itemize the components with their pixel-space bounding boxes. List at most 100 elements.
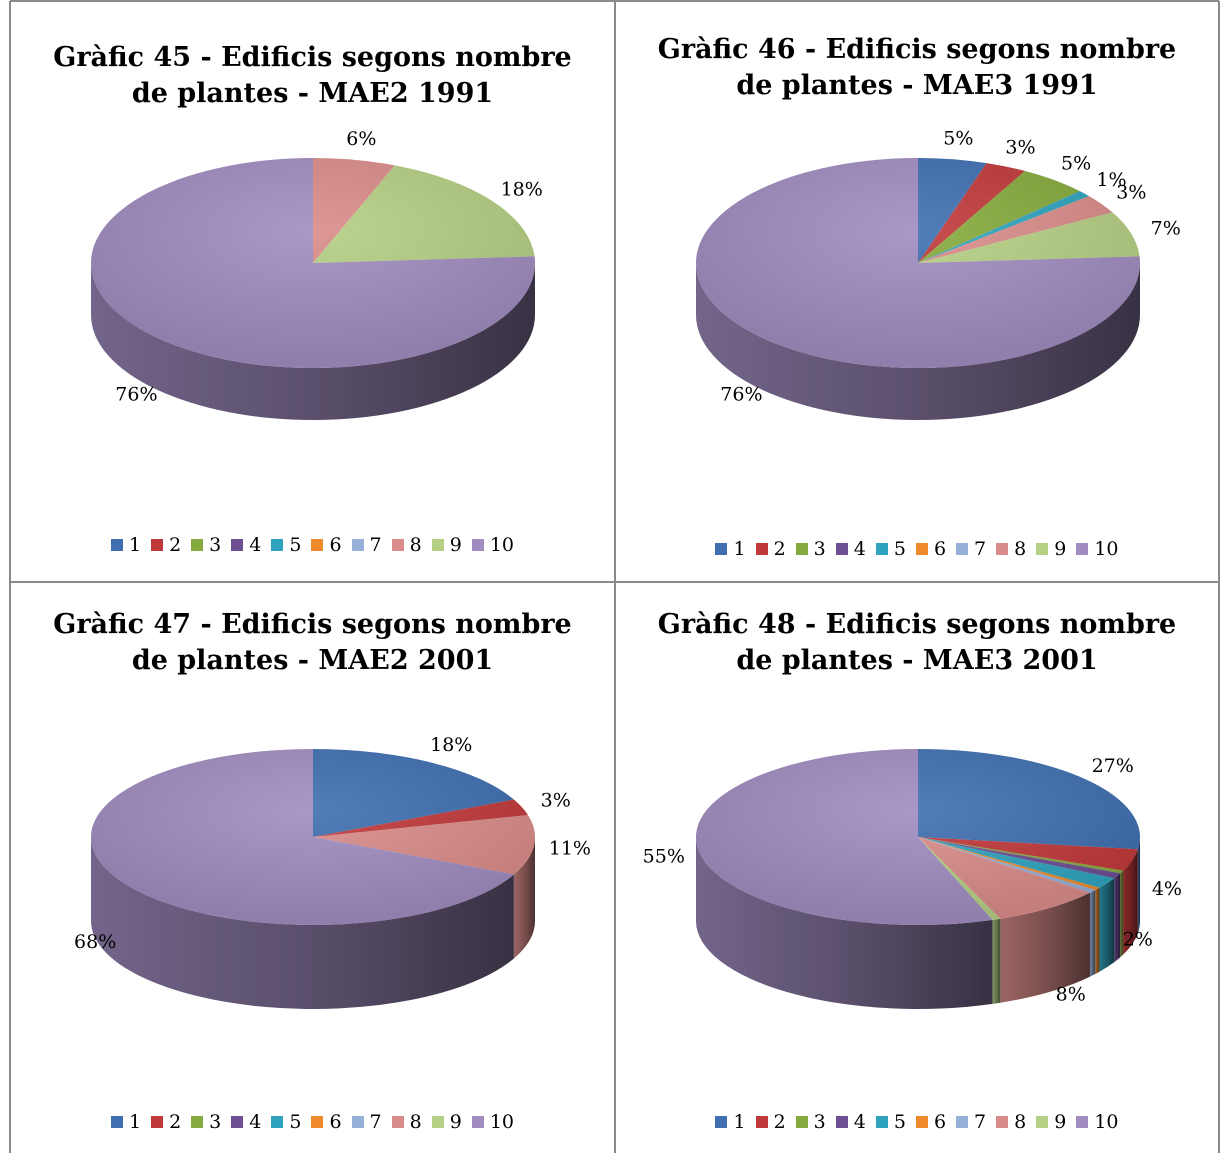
legend-swatch-6: [915, 1116, 928, 1128]
legend-label-9: 9: [449, 534, 462, 556]
pie-side-4: [1114, 873, 1121, 963]
legend-swatch-5: [875, 1116, 888, 1128]
pie-data-labels: 6% 18% 76%: [115, 128, 543, 405]
chart-title: Gràfic 46 - Edificis segons nombre de pl…: [616, 32, 1218, 104]
data-label-3: 5%: [1061, 153, 1091, 175]
legend-label-2: 2: [169, 534, 182, 556]
chart-cell-46: 5% 3% 5% 1% 3% 7% 76% Gràfic 46 - Edificis seg…: [616, 2, 1218, 581]
pie-side-10: [696, 837, 993, 1009]
chart-title-line2: de plantes - MAE3 1991: [736, 70, 1098, 101]
chart-title-line2: de plantes - MAE2 2001: [131, 645, 494, 676]
legend-swatch-5: [271, 539, 284, 551]
legend-label-5: 5: [289, 1111, 302, 1133]
chart-title-line2: de plantes - MAE2 1991: [131, 78, 494, 109]
pie-side-5: [1099, 878, 1115, 972]
chart-title: Gràfic 47 - Edificis segons nombre de pl…: [11, 607, 614, 679]
legend-swatch-2: [151, 1116, 164, 1128]
legend-item-9: 9: [431, 1111, 462, 1133]
legend-swatch-2: [755, 543, 768, 555]
pie-side-10: [696, 263, 1140, 420]
legend-item-1: 1: [110, 1111, 141, 1133]
pie-top-shading: [696, 158, 1140, 368]
chart-title: Gràfic 48 - Edificis segons nombre de pl…: [616, 607, 1218, 679]
pie-data-labels: 27% 4% 2% 8% 55%: [643, 755, 1182, 1006]
legend-label-3: 3: [813, 538, 826, 560]
legend-label-7: 7: [369, 534, 382, 556]
legend-label-6: 6: [329, 1111, 342, 1133]
legend-label-3: 3: [209, 1111, 222, 1133]
pie-side-3: [1120, 870, 1124, 958]
legend-item-1: 1: [715, 1111, 746, 1133]
legend-label-5: 5: [893, 1111, 906, 1133]
legend-swatch-10: [471, 1116, 484, 1128]
data-label-10: 68%: [74, 931, 116, 953]
legend-label-10: 10: [1094, 538, 1119, 560]
data-label-2: 4%: [1152, 878, 1182, 900]
legend-swatch-8: [391, 539, 404, 551]
legend-item-2: 2: [151, 1111, 181, 1133]
legend-item-7: 7: [351, 534, 382, 556]
legend-item-1: 1: [715, 538, 746, 560]
legend-swatch-7: [956, 1116, 969, 1128]
legend-item-8: 8: [391, 1111, 422, 1133]
data-label-9: 7%: [1151, 218, 1181, 240]
pie-chart-47: 18% 3% 11% 68%: [74, 734, 591, 1009]
legend-swatch-10: [1076, 1116, 1089, 1128]
legend-item-8: 8: [996, 538, 1026, 560]
data-label-8: 8%: [1056, 983, 1086, 1005]
legend-item-7: 7: [956, 1111, 986, 1133]
chart-cell-48: 27% 4% 2% 8% 55% Gràfic 48 - Edificis segons…: [616, 583, 1218, 1153]
legend-item-3: 3: [795, 1111, 826, 1133]
pie-side-8: [1000, 892, 1091, 1003]
chart-title-line2: de plantes - MAE3 2001: [736, 645, 1098, 676]
legend-label-8: 8: [409, 534, 422, 556]
legend-label-10: 10: [489, 1111, 515, 1133]
data-label-2: 3%: [541, 790, 571, 812]
legend-label-9: 9: [1054, 1111, 1067, 1133]
legend-item-2: 2: [755, 538, 786, 560]
pie-side-8: [513, 837, 535, 959]
data-label-5: 1%: [1096, 169, 1126, 191]
pie-data-labels: 5% 3%5%1%3%7%76%: [720, 128, 1181, 406]
pie-side-9: [992, 918, 1001, 1004]
legend-swatch-6: [915, 543, 928, 555]
data-label-10: 76%: [720, 383, 762, 405]
legend-item-5: 5: [271, 1111, 301, 1133]
pie-sides: [91, 837, 535, 1009]
legend-label-5: 5: [893, 538, 906, 560]
data-label-2: 3%: [1005, 136, 1035, 158]
legend-label-7: 7: [974, 1111, 987, 1133]
legend-item-3: 3: [795, 538, 826, 560]
legend-label-2: 2: [169, 1111, 182, 1133]
legend-label-8: 8: [1014, 538, 1027, 560]
legend-swatch-5: [875, 543, 888, 555]
legend-item-5: 5: [875, 538, 906, 560]
legend-item-2: 2: [755, 1111, 786, 1133]
pie-top-shading: [91, 158, 535, 368]
legend-swatch-3: [191, 539, 204, 551]
legend-label-7: 7: [369, 1111, 382, 1133]
legend-item-1: 1: [110, 534, 141, 556]
legend-swatch-8: [996, 543, 1009, 555]
legend-label-10: 10: [1094, 1111, 1119, 1133]
legend-swatch-2: [755, 1116, 768, 1128]
data-label-1: 18%: [430, 734, 472, 756]
legend-label-10: 10: [489, 534, 515, 556]
legend-item-7: 7: [956, 538, 986, 560]
legend-swatch-5: [271, 1116, 284, 1128]
pie-sides: [696, 263, 1140, 420]
legend-label-7: 7: [974, 538, 987, 560]
legend-swatch-4: [835, 543, 848, 555]
legend-swatch-4: [835, 1116, 848, 1128]
chart-title-line1: Gràfic 46 - Edificis segons nombre: [657, 34, 1177, 65]
legend-label-4: 4: [853, 1111, 866, 1133]
legend-swatch-6: [311, 539, 324, 551]
legend-label-2: 2: [773, 538, 786, 560]
legend-item-5: 5: [875, 1111, 906, 1133]
legend-swatch-7: [351, 539, 364, 551]
legend-swatch-1: [715, 543, 728, 555]
legend-item-6: 6: [311, 534, 342, 556]
legend-item-8: 8: [391, 534, 422, 556]
data-label-9: 18%: [501, 178, 543, 200]
